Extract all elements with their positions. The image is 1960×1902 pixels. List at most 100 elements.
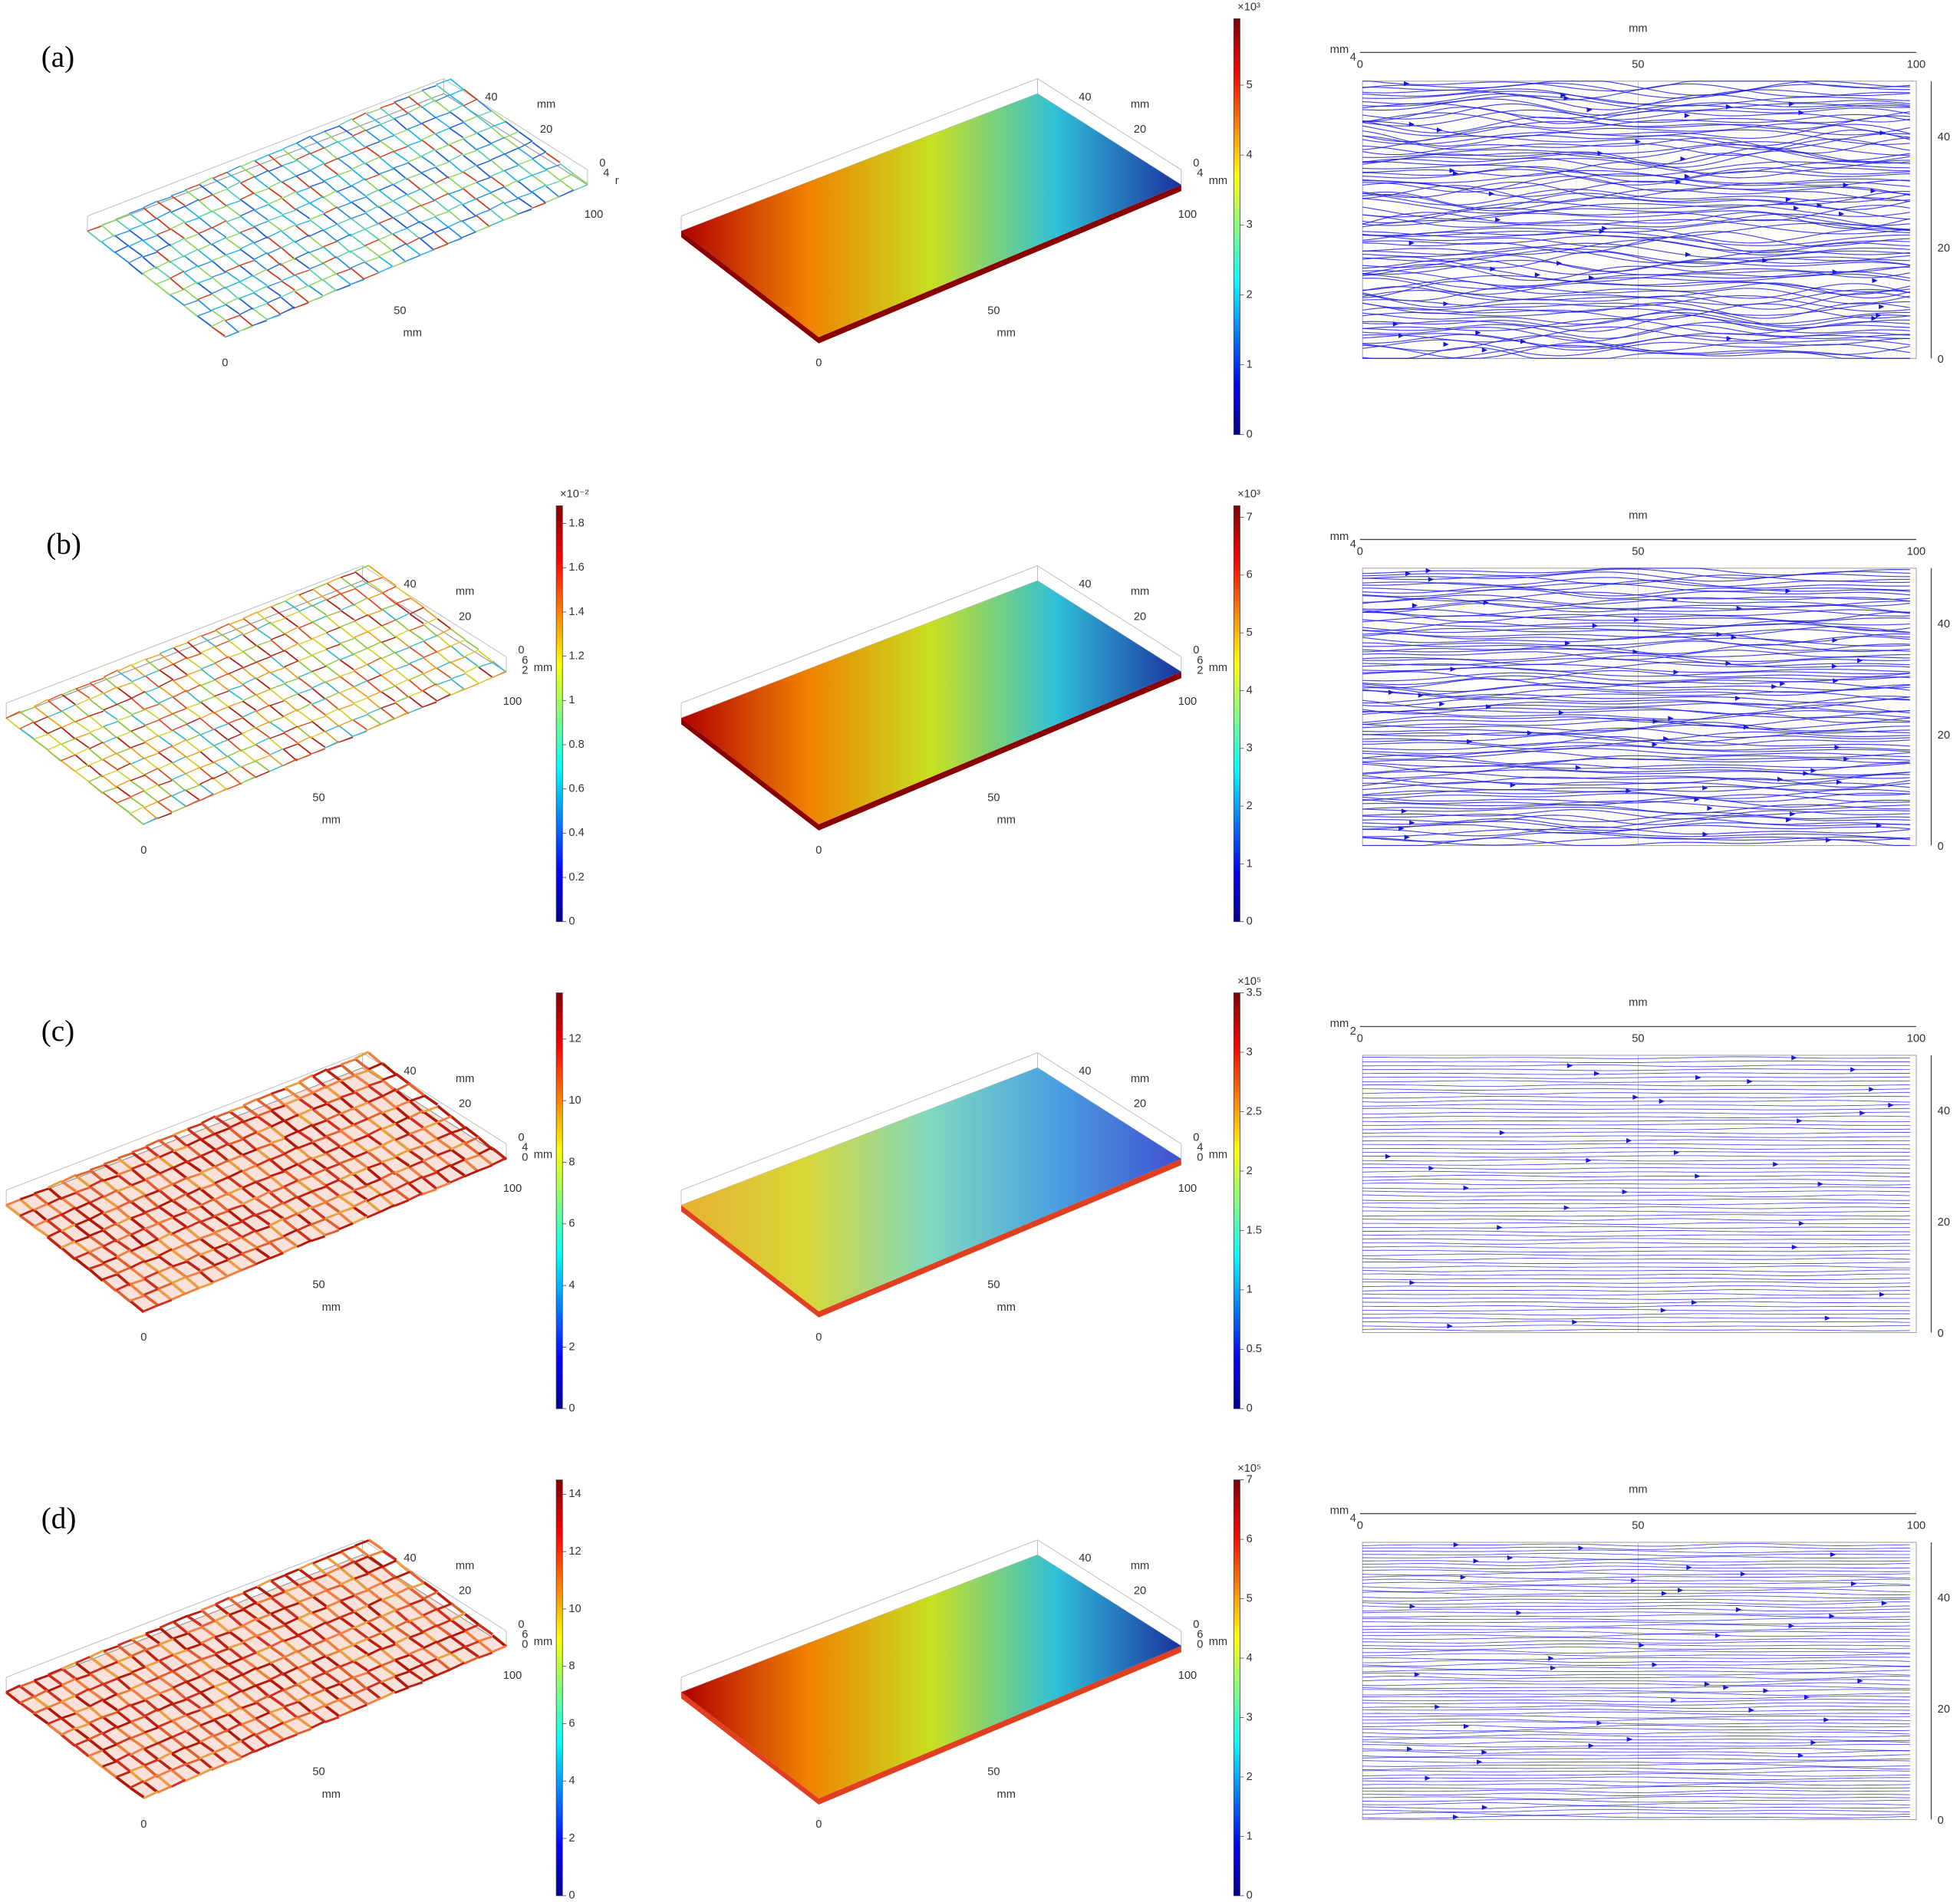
mesh-line <box>171 806 186 814</box>
mesh-line <box>117 747 131 755</box>
mesh-line <box>422 1673 437 1683</box>
mesh-line <box>339 1080 356 1094</box>
streamline <box>1362 1170 1910 1174</box>
mesh-line <box>409 1094 424 1103</box>
mesh-line <box>323 196 338 209</box>
mesh-line <box>436 1153 452 1167</box>
mesh-line <box>61 1712 76 1719</box>
mesh-line <box>199 751 215 764</box>
mesh-line <box>298 688 312 695</box>
mesh-line <box>116 1703 132 1713</box>
mesh-line <box>74 1240 91 1253</box>
mesh-line <box>199 1740 215 1753</box>
streamline <box>1362 1734 1910 1738</box>
mesh-line <box>186 1691 201 1700</box>
streamline <box>1362 1305 1910 1308</box>
mesh-line <box>144 735 160 742</box>
streamline <box>1362 339 1910 357</box>
mesh-line <box>407 156 422 163</box>
mesh-line <box>367 1127 383 1137</box>
mesh-line <box>436 667 452 679</box>
arrow-head <box>1839 211 1845 217</box>
mesh-line <box>297 1634 313 1647</box>
mesh-line <box>477 1640 493 1654</box>
mesh-line <box>200 1115 216 1124</box>
mesh-line <box>242 1120 258 1134</box>
mesh-line <box>311 1190 327 1203</box>
corner-tick: 4 <box>1350 538 1356 551</box>
streamline <box>1362 1139 1910 1142</box>
mesh-line <box>367 630 383 643</box>
mesh-line <box>226 188 242 201</box>
mesh-line <box>409 646 424 658</box>
mesh-line <box>116 1752 131 1762</box>
arrow-head <box>1481 1805 1488 1810</box>
mesh-line <box>408 1175 423 1185</box>
mesh-line <box>409 640 424 648</box>
y-unit: mm <box>1330 1505 1349 1517</box>
mesh-line <box>144 1206 160 1214</box>
mesh-line <box>380 1625 397 1634</box>
arrow-head <box>1516 1610 1522 1616</box>
streamline <box>1362 308 1910 324</box>
mesh-line <box>270 1596 286 1610</box>
mesh-line <box>420 182 436 190</box>
streamline <box>1362 107 1910 124</box>
mesh-line <box>283 1195 298 1205</box>
mesh-line <box>478 1146 493 1156</box>
arrow-head <box>1520 338 1527 344</box>
mesh-line <box>364 229 380 240</box>
mesh-line <box>409 1615 424 1623</box>
mesh-line <box>353 1150 368 1159</box>
mesh-line <box>198 226 213 235</box>
mesh-line <box>156 234 171 247</box>
mesh-line <box>339 692 354 704</box>
mesh-line <box>324 1688 341 1701</box>
mesh-line <box>340 620 355 628</box>
mesh-line <box>242 650 258 663</box>
mesh-line <box>255 1257 270 1265</box>
mesh-line <box>172 1680 188 1689</box>
mesh-line <box>268 1728 285 1741</box>
mesh-line <box>199 745 215 752</box>
mesh-line <box>423 1607 438 1617</box>
streamline <box>1362 1773 1910 1777</box>
x-unit: mm <box>404 327 422 340</box>
mesh-line <box>351 168 367 181</box>
mesh-line <box>172 1654 188 1667</box>
mesh-line <box>422 1614 438 1628</box>
arrow-head <box>1631 1578 1637 1584</box>
mesh-line <box>518 140 533 149</box>
mesh-line <box>298 627 313 640</box>
z-tick-label: 6 <box>522 1628 528 1640</box>
mesh-line <box>353 680 368 688</box>
mesh-line <box>228 1657 243 1666</box>
mesh-line <box>393 150 408 162</box>
mesh-line <box>462 187 477 200</box>
mesh-line <box>295 251 310 259</box>
streamline <box>1362 759 1910 769</box>
mesh-line <box>394 685 410 699</box>
mesh-line <box>157 801 173 813</box>
mesh-line <box>269 1656 285 1664</box>
mesh-line <box>435 100 450 113</box>
mesh-line <box>74 1191 91 1203</box>
mesh-line <box>242 645 258 653</box>
mesh-line <box>116 1249 131 1259</box>
mesh-line <box>116 1726 132 1739</box>
arrow-head <box>1735 1607 1742 1613</box>
mesh-line <box>199 729 215 735</box>
mesh-line <box>130 725 146 732</box>
colorbar <box>1233 1479 1240 1897</box>
mesh-line <box>394 702 410 715</box>
mesh-line <box>185 1252 201 1262</box>
mesh-line <box>294 302 309 309</box>
mesh-line <box>226 249 240 255</box>
mesh-line <box>158 1719 173 1728</box>
mesh-line <box>226 205 241 217</box>
mesh-line <box>392 249 407 263</box>
mesh-line <box>381 604 397 610</box>
mesh-line <box>89 1656 105 1669</box>
mesh-line <box>173 680 188 693</box>
mesh-line <box>463 1142 479 1155</box>
